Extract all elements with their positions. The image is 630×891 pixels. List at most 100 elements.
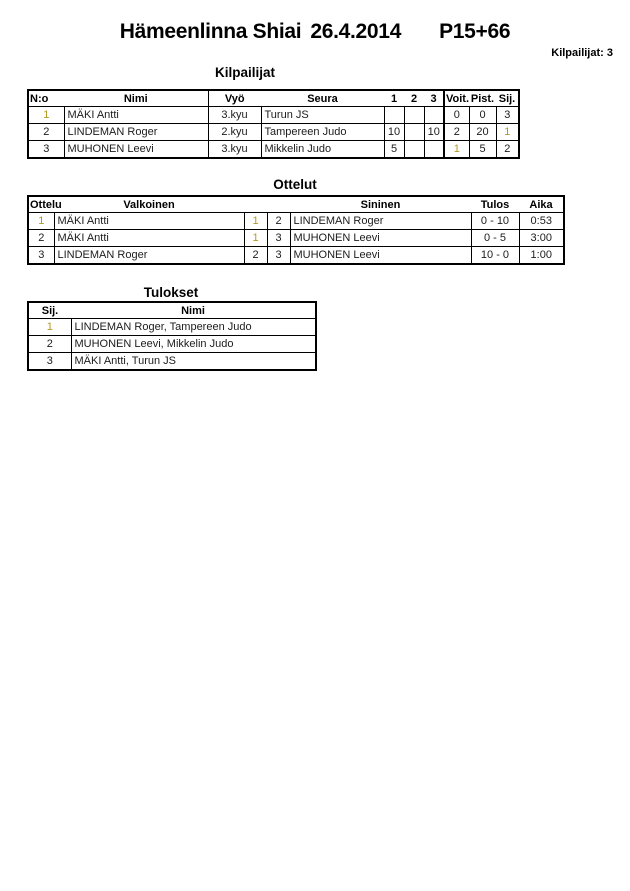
table-cell: 1: [27, 318, 72, 336]
table-cell: 0: [468, 106, 497, 124]
table-row: 3 MÄKI Antti, Turun JS: [27, 352, 317, 371]
table-cell: LINDEMAN Roger: [63, 123, 209, 141]
column-header: Pist.: [469, 90, 496, 107]
table-cell: Mikkelin Judo: [260, 140, 385, 159]
competitors-section-title: Kilpailijat: [214, 65, 275, 80]
table-cell: [423, 140, 445, 159]
table-cell: MÄKI Antti: [63, 106, 209, 124]
table-cell: 3: [266, 229, 291, 247]
table-cell: Turun JS: [260, 106, 385, 124]
event-name: Hämeenlinna Shiai: [119, 20, 302, 43]
matches-section-title: Ottelut: [273, 177, 317, 192]
table-row: 1 MÄKI Antti 1 2 LINDEMAN Roger 0 - 10 0:53: [27, 212, 565, 230]
table-cell: [403, 140, 425, 159]
table-row: 1 LINDEMAN Roger, Tampereen Judo: [27, 318, 317, 336]
column-header: Valkoinen: [54, 196, 244, 213]
table-cell: 3: [27, 352, 72, 371]
column-header: 3: [424, 90, 444, 107]
event-date: 26.4.2014: [310, 20, 402, 43]
column-header: Seura: [261, 90, 384, 107]
table-cell: 3:00: [518, 229, 565, 247]
table-cell: 0:53: [518, 212, 565, 230]
table-cell: 2.kyu: [207, 123, 262, 141]
column-header: Vyö: [207, 90, 261, 107]
table-cell: 2: [495, 140, 520, 159]
column-header: Nimi: [71, 302, 316, 319]
column-header: Sij.: [28, 302, 71, 319]
table-cell: 1: [243, 212, 268, 230]
table-cell: MUHONEN Leevi: [63, 140, 209, 159]
table-cell: MÄKI Antti: [53, 229, 245, 247]
competitors-table: N:o Nimi Vyö Seura 1 2 3 Voit. Pist. Sij. 1 MÄKI An…: [27, 89, 520, 159]
table-row: 3 MUHONEN Leevi 3.kyu Mikkelin Judo 5 1 5 2: [27, 140, 520, 159]
column-header: N:o: [28, 90, 64, 107]
column-header: Ottelu: [28, 196, 62, 213]
table-cell: Tampereen Judo: [260, 123, 385, 141]
column-header: Aika: [519, 196, 564, 213]
table-cell: 3: [495, 106, 520, 124]
table-cell: 3.kyu: [207, 140, 262, 159]
table-cell: 3.kyu: [207, 106, 262, 124]
table-cell: 10: [383, 123, 405, 141]
column-header: Voit.: [443, 90, 469, 107]
table-row: 1 MÄKI Antti 3.kyu Turun JS 0 0 3: [27, 106, 520, 124]
table-row: 3 LINDEMAN Roger 2 3 MUHONEN Leevi 10 - 0 1:00: [27, 246, 565, 265]
table-cell: [403, 123, 425, 141]
table-cell: 2: [443, 123, 470, 141]
column-header: Sininen: [290, 196, 471, 213]
table-cell: 3: [266, 246, 291, 265]
table-cell: MÄKI Antti, Turun JS: [70, 352, 317, 371]
table-cell: MÄKI Antti: [53, 212, 245, 230]
table-cell: 1: [443, 140, 470, 159]
header-row: Ottelu Valkoinen Sininen Tulos Aika: [28, 196, 564, 213]
table-cell: 2: [27, 335, 72, 353]
table-cell: MUHONEN Leevi: [289, 246, 472, 265]
table-cell: 5: [468, 140, 497, 159]
table-cell: [383, 106, 405, 124]
table-cell: 0: [443, 106, 470, 124]
table-cell: LINDEMAN Roger: [289, 212, 472, 230]
matches-table: Ottelu Valkoinen Sininen Tulos Aika 1 MÄKI Ant…: [27, 195, 565, 265]
table-cell: 1: [495, 123, 520, 141]
table-cell: 1:00: [518, 246, 565, 265]
table-cell: LINDEMAN Roger: [53, 246, 245, 265]
column-header: Tulos: [471, 196, 519, 213]
column-header: 1: [384, 90, 404, 107]
column-header: [244, 196, 267, 213]
table-cell: 1: [27, 212, 55, 230]
table-row: 2 MUHONEN Leevi, Mikkelin Judo: [27, 335, 317, 353]
column-header: Nimi: [64, 90, 208, 107]
table-cell: 1: [243, 229, 268, 247]
table-cell: MUHONEN Leevi, Mikkelin Judo: [70, 335, 317, 353]
page-title: Hämeenlinna Shiai 26.4.2014 P15+66: [0, 20, 630, 44]
table-cell: [423, 106, 445, 124]
table-cell: 3: [27, 140, 65, 159]
results-section-title: Tulokset: [143, 285, 199, 300]
participants-count: Kilpailijat: 3: [551, 47, 613, 59]
table-row: 2 LINDEMAN Roger 2.kyu Tampereen Judo 10 10 2 2…: [27, 123, 520, 141]
table-cell: [403, 106, 425, 124]
results-table: Sij. Nimi 1 LINDEMAN Roger, Tampereen Judo 2…: [27, 301, 317, 371]
event-category: P15+66: [439, 20, 511, 43]
column-header: 2: [404, 90, 424, 107]
column-header: [267, 196, 290, 213]
header-row: Sij. Nimi: [28, 302, 316, 319]
table-cell: 2: [27, 229, 55, 247]
table-cell: 2: [243, 246, 268, 265]
table-cell: MUHONEN Leevi: [289, 229, 472, 247]
table-cell: 5: [383, 140, 405, 159]
table-cell: 0 - 10: [470, 212, 520, 230]
table-row: 2 MÄKI Antti 1 3 MUHONEN Leevi 0 - 5 3:00: [27, 229, 565, 247]
table-cell: LINDEMAN Roger, Tampereen Judo: [70, 318, 317, 336]
column-header: Sij.: [496, 90, 519, 107]
table-cell: 2: [266, 212, 291, 230]
table-cell: 0 - 5: [470, 229, 520, 247]
table-cell: 3: [27, 246, 55, 265]
header-row: N:o Nimi Vyö Seura 1 2 3 Voit. Pist. Sij.: [28, 90, 519, 107]
table-cell: 2: [27, 123, 65, 141]
table-cell: 1: [27, 106, 65, 124]
table-cell: 10: [423, 123, 445, 141]
table-cell: 10 - 0: [470, 246, 520, 265]
table-cell: 20: [468, 123, 497, 141]
